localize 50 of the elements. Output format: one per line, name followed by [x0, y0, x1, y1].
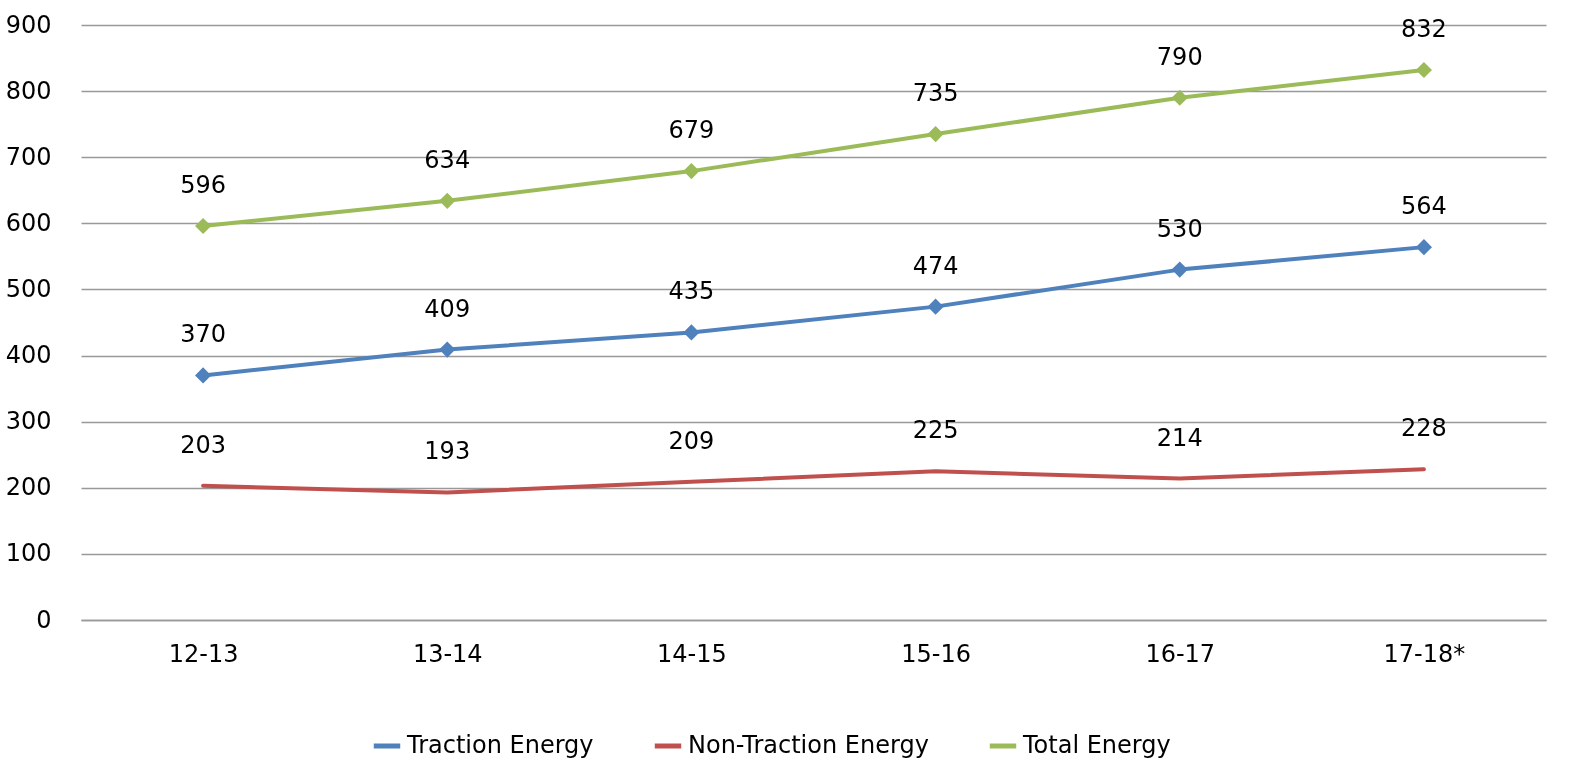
- point: [927, 126, 944, 143]
- y-tick-label: 900: [5, 10, 52, 39]
- x-tick-label: 12-13: [168, 639, 239, 668]
- data-label: 409: [424, 294, 471, 323]
- x-tick-label: 14-15: [657, 639, 727, 668]
- y-tick-label: 100: [5, 539, 52, 568]
- y-tick-label: 600: [5, 208, 52, 237]
- data-label: 679: [668, 116, 715, 145]
- point: [683, 163, 700, 180]
- data-label: 209: [668, 426, 715, 455]
- line-series: [201, 467, 1426, 495]
- legend-label: Traction Energy: [406, 731, 594, 759]
- data-label: 564: [1401, 192, 1447, 221]
- legend-label: Total Energy: [1022, 731, 1171, 759]
- data-label: 228: [1401, 414, 1447, 443]
- data-label: 225: [912, 416, 959, 445]
- data-label: 530: [1156, 214, 1203, 243]
- data-label: 596: [180, 170, 226, 199]
- point: [1415, 61, 1432, 79]
- point: [439, 341, 456, 358]
- point: [195, 367, 212, 384]
- point: [1415, 239, 1432, 256]
- data-label: 193: [424, 437, 471, 466]
- point: [1171, 89, 1188, 106]
- data-label: 790: [1156, 42, 1203, 71]
- legend-label: Non-Traction Energy: [688, 731, 929, 759]
- point: [195, 217, 212, 235]
- data-label: 474: [912, 251, 959, 280]
- x-tick-label: 17-18*: [1383, 639, 1466, 668]
- data-label: 735: [912, 79, 959, 108]
- point: [683, 324, 700, 341]
- data-label: 370: [180, 320, 226, 349]
- data-label: 214: [1156, 423, 1203, 452]
- point: [439, 192, 456, 209]
- data-label: 832: [1401, 14, 1447, 43]
- y-tick-label: 700: [5, 142, 52, 171]
- y-tick-label: 200: [5, 473, 52, 502]
- data-label: 435: [668, 277, 715, 306]
- y-tick-label: 400: [5, 341, 52, 370]
- y-tick-label: 300: [5, 407, 52, 436]
- data-label: 634: [424, 145, 471, 174]
- x-tick-label: 16-17: [1145, 639, 1216, 668]
- x-tick-label: 13-14: [412, 639, 483, 668]
- point: [927, 298, 944, 315]
- y-tick-label: 800: [5, 76, 52, 105]
- point: [1171, 261, 1188, 278]
- y-tick-label: 0: [36, 605, 52, 634]
- y-tick-label: 500: [5, 274, 52, 303]
- x-tick-label: 15-16: [901, 639, 971, 668]
- data-label: 203: [180, 430, 226, 459]
